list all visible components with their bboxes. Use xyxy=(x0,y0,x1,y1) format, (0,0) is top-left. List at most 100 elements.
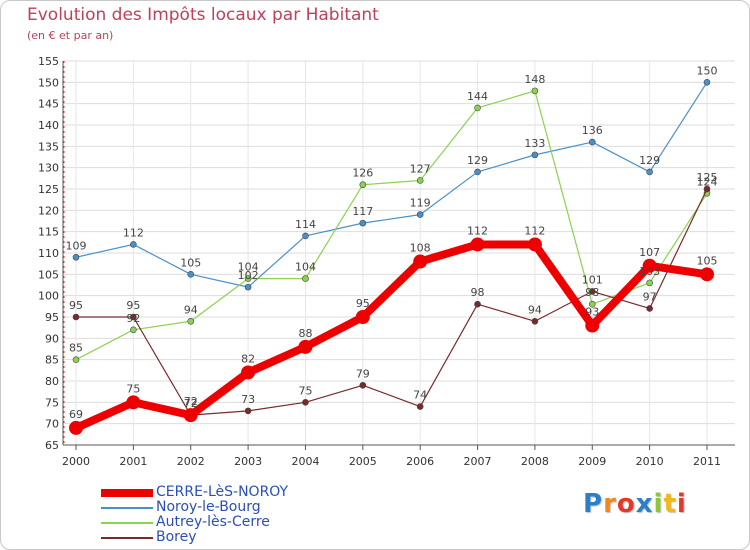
x-tick-label: 2003 xyxy=(234,455,262,468)
y-tick-label: 95 xyxy=(45,311,59,324)
data-label-borey: 101 xyxy=(582,273,603,286)
data-point-cerre-l-s-noroy xyxy=(126,395,141,410)
logo-letter: i xyxy=(653,489,664,519)
data-label-noroy-le-bourg: 114 xyxy=(295,218,316,231)
data-point-autrey-l-s-cerre xyxy=(130,326,137,334)
data-point-noroy-le-bourg xyxy=(588,138,596,146)
proxiti-logo: Proxiti xyxy=(583,489,687,519)
data-label-borey: 79 xyxy=(356,367,370,380)
data-label-noroy-le-bourg: 129 xyxy=(639,154,660,167)
data-label-autrey-l-s-cerre: 126 xyxy=(352,167,373,180)
y-tick-label: 105 xyxy=(38,268,59,281)
data-label-autrey-l-s-cerre: 94 xyxy=(184,303,198,316)
data-label-cerre-l-s-noroy: 95 xyxy=(356,297,370,310)
data-point-cerre-l-s-noroy xyxy=(355,310,370,324)
x-tick-label: 2004 xyxy=(291,455,319,468)
data-point-cerre-l-s-noroy xyxy=(413,254,428,269)
x-tick-label: 2007 xyxy=(464,455,492,468)
logo-letter: r xyxy=(603,489,617,519)
data-point-noroy-le-bourg xyxy=(187,271,195,278)
data-label-noroy-le-bourg: 105 xyxy=(180,256,201,269)
data-point-noroy-le-bourg xyxy=(72,253,80,261)
data-label-autrey-l-s-cerre: 98 xyxy=(585,286,599,299)
data-label-cerre-l-s-noroy: 82 xyxy=(241,352,255,365)
y-tick-label: 115 xyxy=(38,226,59,239)
data-label-autrey-l-s-cerre: 124 xyxy=(697,175,718,188)
series-line-autrey-l-s-cerre xyxy=(75,90,708,361)
data-label-cerre-l-s-noroy: 88 xyxy=(298,327,312,340)
legend-label: Noroy-le-Bourg xyxy=(156,499,261,515)
y-tick-label: 135 xyxy=(38,140,59,153)
legend-swatch xyxy=(101,507,153,509)
y-tick-label: 90 xyxy=(45,332,59,345)
x-tick-label: 2010 xyxy=(636,455,664,468)
x-tick-label: 2008 xyxy=(521,455,549,468)
data-point-autrey-l-s-cerre xyxy=(359,181,367,189)
data-point-noroy-le-bourg xyxy=(359,219,367,227)
data-point-cerre-l-s-noroy xyxy=(298,339,313,354)
y-tick-label: 65 xyxy=(45,439,59,452)
x-tick-label: 2009 xyxy=(578,455,606,468)
data-label-borey: 75 xyxy=(298,384,312,397)
data-point-borey xyxy=(359,381,367,389)
logo-letter: i xyxy=(676,489,687,519)
x-tick-label: 2002 xyxy=(177,455,205,468)
legend-item: Borey xyxy=(101,529,361,546)
x-tick-label: 2000 xyxy=(62,455,90,468)
data-label-autrey-l-s-cerre: 92 xyxy=(126,312,140,325)
y-tick-label: 120 xyxy=(38,204,59,217)
logo-letter: x xyxy=(635,489,654,519)
data-point-cerre-l-s-noroy xyxy=(642,258,657,273)
data-label-noroy-le-bourg: 129 xyxy=(467,154,488,167)
series-line-noroy-le-bourg xyxy=(75,81,708,288)
data-point-autrey-l-s-cerre xyxy=(474,104,481,112)
data-point-borey xyxy=(302,399,309,406)
legend-item: Noroy-le-Bourg xyxy=(101,499,361,516)
data-label-cerre-l-s-noroy: 112 xyxy=(467,224,488,237)
data-label-borey: 74 xyxy=(413,389,427,402)
y-tick-label: 130 xyxy=(38,162,59,175)
data-point-autrey-l-s-cerre xyxy=(646,279,653,287)
data-label-noroy-le-bourg: 150 xyxy=(697,64,718,77)
data-point-autrey-l-s-cerre xyxy=(72,356,80,363)
data-label-autrey-l-s-cerre: 148 xyxy=(524,73,545,86)
data-point-borey xyxy=(244,407,252,415)
data-point-borey xyxy=(416,403,424,410)
y-tick-label: 145 xyxy=(38,98,59,111)
data-point-noroy-le-bourg xyxy=(646,168,653,176)
data-point-autrey-l-s-cerre xyxy=(187,317,195,325)
data-point-noroy-le-bourg xyxy=(474,168,481,176)
y-tick-label: 125 xyxy=(38,183,59,196)
data-point-borey xyxy=(72,313,80,321)
series-line-cerre-l-s-noroy xyxy=(72,240,711,432)
x-tick-label: 2011 xyxy=(693,455,721,468)
data-point-autrey-l-s-cerre xyxy=(531,87,539,95)
data-point-cerre-l-s-noroy xyxy=(69,420,83,435)
data-point-autrey-l-s-cerre xyxy=(416,177,424,184)
logo-letter: P xyxy=(583,489,604,519)
x-tick-label: 2006 xyxy=(406,455,434,468)
data-label-borey: 98 xyxy=(471,286,485,299)
data-label-autrey-l-s-cerre: 127 xyxy=(410,162,431,175)
data-label-autrey-l-s-cerre: 104 xyxy=(295,261,316,274)
data-point-borey xyxy=(646,305,653,312)
legend-label: CERRE-LèS-NOROY xyxy=(156,484,289,500)
data-label-autrey-l-s-cerre: 104 xyxy=(238,261,259,274)
y-tick-label: 85 xyxy=(45,354,59,367)
data-point-cerre-l-s-noroy xyxy=(700,267,714,282)
data-label-borey: 72 xyxy=(184,397,198,410)
chart-legend: CERRE-LèS-NOROY Noroy-le-Bourg Autrey-lès-… xyxy=(101,484,361,546)
y-tick-label: 155 xyxy=(38,55,59,68)
chart-subtitle: (en € et par an) xyxy=(27,29,114,42)
data-point-cerre-l-s-noroy xyxy=(183,408,198,423)
data-point-autrey-l-s-cerre xyxy=(244,275,252,282)
logo-letter: t xyxy=(663,489,677,519)
data-label-cerre-l-s-noroy: 107 xyxy=(639,246,660,259)
x-tick-label: 2001 xyxy=(119,455,147,468)
data-point-borey xyxy=(703,185,711,193)
data-label-borey: 125 xyxy=(697,171,718,184)
data-label-autrey-l-s-cerre: 85 xyxy=(69,342,83,355)
y-tick-label: 75 xyxy=(45,396,59,409)
